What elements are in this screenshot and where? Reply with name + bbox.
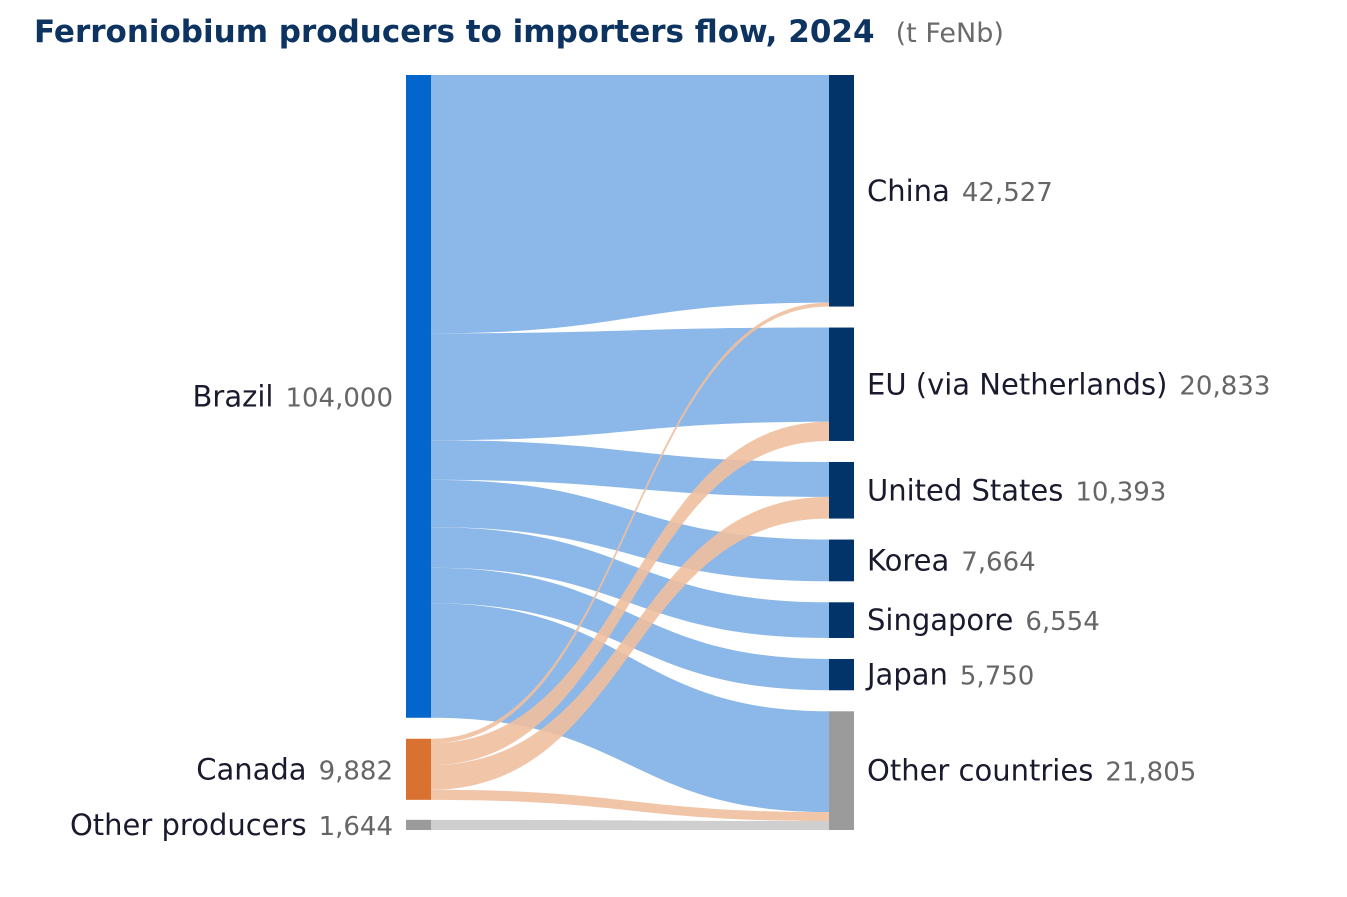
flow-canada-to-other-countries (431, 789, 829, 822)
target-node-eu-via-netherlands (829, 327, 854, 441)
source-value: 104,000 (285, 383, 393, 413)
flow-brazil-to-eu-via-netherlands (431, 327, 829, 441)
flow-canada-to-united-states (431, 496, 829, 790)
target-value: 7,664 (961, 547, 1035, 577)
target-label-singapore: Singapore 6,554 (867, 603, 1100, 637)
target-name: Singapore (867, 603, 1013, 637)
node-labels: Brazil 104,000 Canada 9,882 Other producers 1… (70, 174, 1270, 842)
target-label-japan: Japan 5,750 (865, 658, 1034, 692)
target-value: 10,393 (1075, 477, 1166, 507)
target-label-other-countries: Other countries 21,805 (867, 754, 1196, 788)
target-value: 42,527 (962, 178, 1053, 208)
flow-links (431, 75, 829, 830)
target-name: EU (via Netherlands) (867, 367, 1167, 401)
target-name: Other countries (867, 754, 1093, 788)
target-value: 20,833 (1179, 371, 1270, 401)
target-node-china (829, 75, 854, 307)
source-name: Other producers (70, 808, 307, 842)
source-label-brazil: Brazil 104,000 (193, 379, 393, 413)
source-label-other-producers: Other producers 1,644 (70, 808, 393, 842)
target-label-eu-via-netherlands: EU (via Netherlands) 20,833 (867, 367, 1270, 401)
flow-canada-to-china (431, 302, 829, 744)
target-value: 5,750 (960, 662, 1034, 692)
source-value: 1,644 (319, 812, 393, 842)
source-node-brazil (406, 75, 431, 718)
target-name: United States (867, 473, 1063, 507)
flow-brazil-to-united-states (431, 440, 829, 497)
source-node-canada (406, 738, 431, 800)
target-name: Korea (867, 543, 949, 577)
flow-brazil-to-other-countries (431, 603, 829, 813)
target-label-korea: Korea 7,664 (867, 543, 1036, 577)
flow-brazil-to-china (431, 75, 829, 334)
flow-canada-to-eu-via-netherlands (431, 421, 829, 766)
target-node-korea (829, 539, 854, 582)
chart-title-unit: (t FeNb) (896, 18, 1004, 49)
target-label-united-states: United States 10,393 (867, 473, 1166, 507)
flow-nodes (406, 75, 854, 830)
flow-brazil-to-korea (431, 479, 829, 582)
flow-other-producers-to-other-countries (431, 819, 829, 830)
target-value: 21,805 (1105, 758, 1196, 788)
source-name: Brazil (193, 379, 274, 413)
source-node-other-producers (406, 819, 431, 830)
target-node-other-countries (829, 711, 854, 830)
target-value: 6,554 (1025, 607, 1099, 637)
chart-title: Ferroniobium producers to importers flow… (34, 14, 1004, 50)
source-label-canada: Canada 9,882 (196, 752, 393, 786)
target-node-united-states (829, 461, 854, 519)
target-node-japan (829, 658, 854, 691)
target-label-china: China 42,527 (867, 174, 1053, 208)
flow-brazil-to-japan (431, 567, 829, 691)
chart-title-main: Ferroniobium producers to importers flow… (34, 14, 875, 50)
source-name: Canada (196, 752, 306, 786)
target-name: Japan (865, 658, 948, 692)
target-node-singapore (829, 602, 854, 638)
target-name: China (867, 174, 950, 208)
source-value: 9,882 (319, 756, 393, 786)
